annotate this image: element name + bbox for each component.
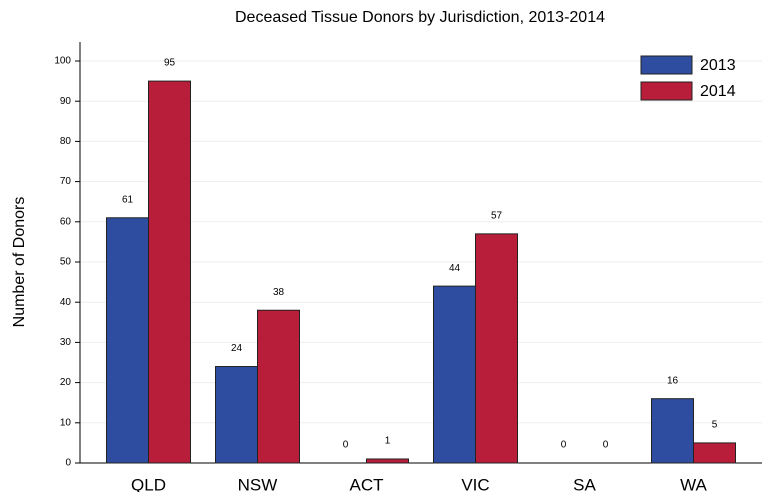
x-tick-label: QLD bbox=[131, 475, 166, 492]
x-tick-label: ACT bbox=[350, 475, 384, 492]
legend-swatch bbox=[640, 55, 693, 75]
data-label: 0 bbox=[603, 440, 609, 451]
bar bbox=[366, 458, 409, 464]
x-tick-label: NSW bbox=[238, 475, 278, 492]
y-tick-label: 40 bbox=[60, 297, 72, 308]
data-label: 0 bbox=[561, 440, 567, 451]
bar bbox=[106, 217, 149, 464]
data-label: 1 bbox=[385, 436, 391, 447]
data-label: 57 bbox=[491, 211, 503, 222]
x-tick-label: VIC bbox=[461, 475, 489, 492]
y-tick-label: 20 bbox=[60, 377, 72, 388]
y-tick-label: 80 bbox=[60, 136, 72, 147]
bar bbox=[475, 233, 518, 464]
data-label: 5 bbox=[712, 420, 718, 431]
legend-label: 2014 bbox=[700, 83, 736, 100]
bar bbox=[651, 398, 694, 464]
data-label: 44 bbox=[449, 263, 461, 274]
y-tick-label: 0 bbox=[65, 458, 71, 469]
legend-swatch bbox=[640, 81, 693, 101]
bar bbox=[148, 80, 191, 464]
y-tick-label: 100 bbox=[54, 56, 71, 67]
x-tick-label: WA bbox=[680, 475, 707, 492]
x-tick-label: SA bbox=[573, 475, 596, 492]
bar bbox=[257, 309, 300, 464]
y-tick-label: 30 bbox=[60, 337, 72, 348]
data-label: 0 bbox=[343, 440, 349, 451]
bar bbox=[215, 366, 258, 464]
legend-label: 2013 bbox=[700, 57, 736, 74]
y-tick-label: 60 bbox=[60, 216, 72, 227]
y-tick-label: 50 bbox=[60, 257, 72, 268]
data-label: 24 bbox=[231, 343, 243, 354]
y-tick-label: 90 bbox=[60, 96, 72, 107]
bar bbox=[693, 442, 736, 464]
y-tick-label: 70 bbox=[60, 176, 72, 187]
y-tick-label: 10 bbox=[60, 417, 72, 428]
data-label: 16 bbox=[667, 375, 679, 386]
y-axis-label: Number of Donors bbox=[11, 197, 28, 328]
chart-title: Deceased Tissue Donors by Jurisdiction, … bbox=[235, 9, 605, 26]
data-label: 38 bbox=[273, 287, 285, 298]
data-label: 95 bbox=[164, 58, 176, 69]
bar bbox=[433, 285, 476, 464]
data-label: 61 bbox=[122, 194, 134, 205]
